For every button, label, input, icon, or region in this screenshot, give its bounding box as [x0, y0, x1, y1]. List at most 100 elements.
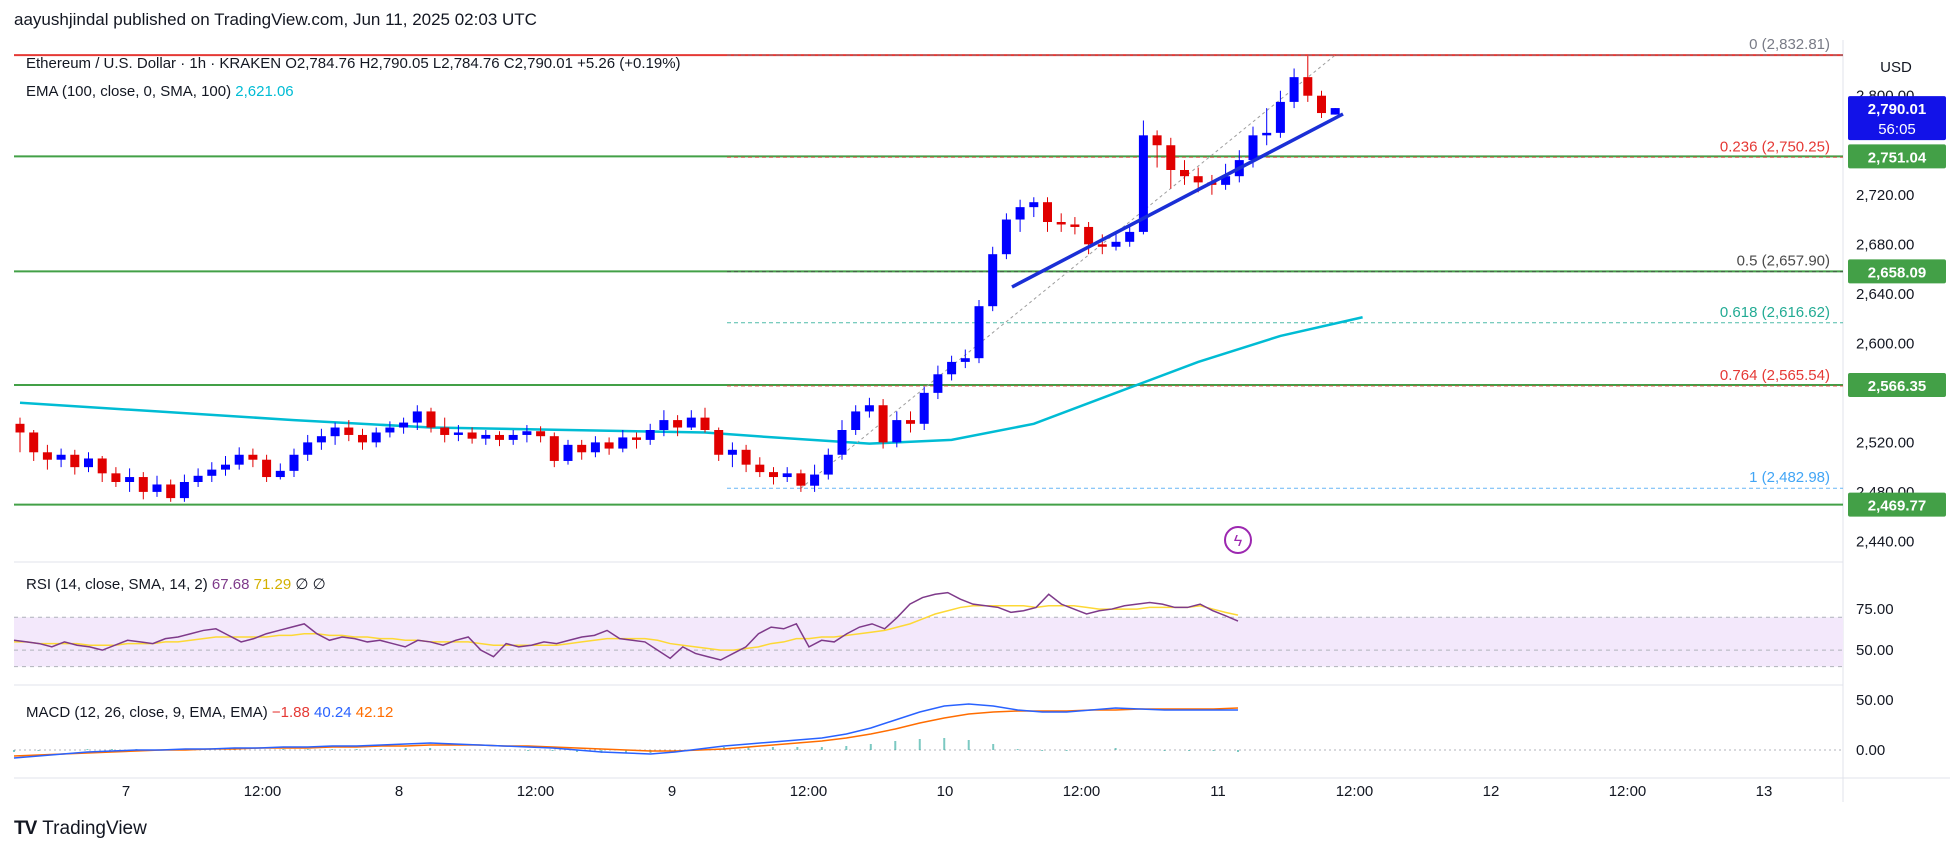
candle-body [659, 420, 669, 430]
time-tick: 12:00 [1336, 783, 1374, 800]
candle-body [1043, 202, 1052, 222]
time-tick: 12 [1483, 783, 1500, 800]
ema-value: 2,621.06 [235, 83, 293, 100]
candle-body [1056, 222, 1066, 225]
candle-body [1330, 108, 1340, 115]
publisher-caption: aayushjindal published on TradingView.co… [14, 10, 537, 29]
candle-body [1248, 135, 1258, 161]
candle-body [563, 444, 573, 461]
candle-body [207, 469, 217, 476]
fib-label-2: 0.5 (2,657.90) [1737, 253, 1830, 270]
candle-body [823, 454, 833, 475]
candle-body [467, 432, 477, 439]
rsi-rsi_value: 67.68 [212, 576, 254, 593]
candle-body [590, 442, 600, 453]
level-badge-3: 2,469.77 [1868, 498, 1926, 515]
candle-body [193, 475, 203, 482]
fib-label-0: 0 (2,832.81) [1749, 36, 1830, 53]
candle-body [1317, 95, 1326, 114]
candle-body [1070, 224, 1080, 227]
candle-body [152, 484, 162, 492]
macd-tick: 50.00 [1856, 692, 1894, 709]
candle-body [56, 454, 66, 460]
candle-body [700, 417, 710, 430]
candle-body [495, 434, 504, 440]
candle-body [1221, 176, 1231, 185]
candle-body [645, 430, 655, 440]
rsi-rsi_ma: 71.29 [254, 576, 296, 593]
price-chart[interactable]: 0 (2,832.81) 0.236 (2,750.25) 0.5 (2,657.9… [0, 0, 1950, 815]
candle-body [769, 472, 778, 478]
candle-body [385, 427, 395, 433]
rsi-band [14, 617, 1843, 667]
macd-line: 40.24 [314, 704, 356, 721]
time-tick: 12:00 [1063, 783, 1101, 800]
time-tick: 12:00 [790, 783, 828, 800]
candle-body [727, 449, 737, 455]
candle-body [1166, 145, 1176, 170]
candle-body [782, 473, 792, 478]
candle-body [618, 437, 628, 449]
price-tick: 2,720.00 [1856, 187, 1914, 204]
candle-body [29, 432, 39, 453]
candle-body [1097, 244, 1107, 247]
candle-body [481, 434, 491, 439]
candle-body [138, 477, 148, 492]
candle-body [549, 436, 559, 461]
fib-label-1: 0.236 (2,750.25) [1720, 138, 1830, 155]
rsi-legend: RSI (14, close, SMA, 14, 2) 67.68 71.29 … [26, 576, 326, 593]
macd-line [13, 703, 1238, 759]
candle-body [453, 432, 463, 435]
rsi-line [13, 591, 1239, 661]
rsi-tick: 75.00 [1856, 601, 1894, 618]
candle-body [577, 444, 587, 453]
candle-body [330, 427, 340, 437]
level-badge-bg-2 [1848, 372, 1946, 397]
candle-body [262, 459, 272, 478]
lightning-glyph-icon: ϟ [1234, 533, 1243, 550]
time-tick: 13 [1756, 783, 1773, 800]
candle-body [1015, 207, 1025, 220]
ema-100-line [19, 316, 1363, 445]
candle-body [234, 454, 244, 465]
candle-body [1289, 77, 1299, 102]
candle-body [70, 454, 80, 468]
candle-body [1001, 219, 1011, 255]
candle-body [84, 458, 93, 468]
price-tick: 2,600.00 [1856, 335, 1914, 352]
candle-body [97, 458, 107, 474]
time-tick: 12:00 [517, 783, 555, 800]
candle-body [1111, 241, 1121, 247]
ema-legend: EMA (100, close, 0, SMA, 100) 2,621.06 [26, 83, 294, 100]
level-badge-0: 2,751.04 [1868, 149, 1927, 166]
level-badge-1: 2,658.09 [1868, 264, 1926, 281]
candle-body [344, 427, 354, 435]
candle-body [960, 358, 970, 362]
price-tick: 2,680.00 [1856, 236, 1914, 253]
macd-signal: 42.12 [356, 704, 394, 721]
candle-body [686, 417, 696, 428]
currency-label: USD [1880, 59, 1912, 76]
countdown-label: 56:05 [1878, 121, 1916, 138]
candle-body [919, 392, 929, 424]
fib-label-5: 1 (2,482.98) [1749, 469, 1830, 486]
candle-body [1138, 135, 1148, 232]
candle-body [1125, 231, 1135, 242]
candle-body [15, 423, 25, 433]
candle-body [221, 464, 230, 470]
candle-body [837, 430, 847, 455]
price-tick: 2,640.00 [1856, 286, 1914, 303]
candle-body [947, 361, 957, 375]
candle-body [755, 464, 765, 473]
fib-trend-line [800, 54, 1336, 489]
candle-body [673, 420, 683, 428]
candle-body [1275, 101, 1285, 133]
candle-body [1029, 202, 1039, 208]
candle-body [988, 254, 998, 307]
level-badge-2: 2,566.35 [1868, 378, 1926, 395]
candle-body [1303, 77, 1313, 96]
rsi-rsi_extra: ∅ ∅ [295, 576, 325, 593]
candle-body [166, 484, 176, 499]
candle-body [399, 422, 409, 428]
candle-body [42, 452, 52, 460]
